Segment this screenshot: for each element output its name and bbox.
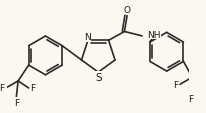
Text: F: F bbox=[187, 94, 192, 103]
Text: S: S bbox=[95, 72, 101, 82]
Text: O: O bbox=[123, 6, 130, 15]
Text: F: F bbox=[14, 98, 19, 107]
Text: F: F bbox=[172, 80, 177, 89]
Text: F: F bbox=[0, 84, 4, 93]
Text: F: F bbox=[204, 80, 206, 89]
Text: F: F bbox=[30, 84, 35, 93]
Text: N: N bbox=[83, 33, 90, 42]
Text: NH: NH bbox=[147, 30, 160, 39]
